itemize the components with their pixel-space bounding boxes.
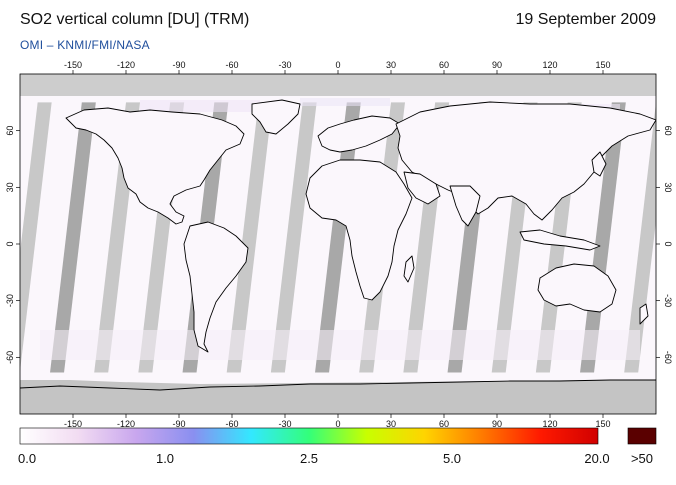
lon-label-top: -60 [225,60,238,70]
lon-label-bottom: 90 [492,419,502,429]
australia [537,263,617,313]
data-credit: OMI – KNMI/FMI/NASA [20,38,150,52]
europe [317,115,401,153]
lon-label-top: 30 [386,60,396,70]
colorbar-over-label: >50 [630,451,654,466]
colorbar [19,427,599,445]
lon-label-bottom: 150 [595,419,610,429]
africa [305,159,413,301]
colorbar-over-box [627,427,657,445]
lon-label-top: -90 [172,60,185,70]
colorbar-label: 0.0 [18,451,37,466]
lon-label-top: 0 [335,60,340,70]
colorbar-label: 20.0 [584,451,610,466]
lon-label-bottom: -60 [225,419,238,429]
map-content [20,74,656,414]
lon-label-bottom: 0 [335,419,340,429]
antarctica [20,379,656,391]
lon-label-bottom: 60 [439,419,449,429]
lon-label-bottom: 120 [542,419,557,429]
lat-label-left: 60 [5,126,15,136]
lat-label-left: 0 [5,241,15,246]
lon-label-top: -120 [117,60,135,70]
map-axis-ticks: -150 -150 -120 -120 -90 -90 -60 -60 -30 -30 0 0 30 30… [5,60,673,429]
lat-label-right: -30 [663,294,673,307]
lon-label-top: 90 [492,60,502,70]
orbit-gap-stripe [270,102,317,373]
lon-label-top: 120 [542,60,557,70]
lat-label-left: -60 [5,351,15,364]
colorbar-label: 2.5 [299,451,319,466]
lat-label-right: 60 [663,126,673,136]
lon-label-top: -150 [64,60,82,70]
orbit-gap-stripe [50,102,96,373]
orbit-gap-stripe [624,102,656,373]
arabian-peninsula [403,171,441,205]
lat-label-right: -60 [663,351,673,364]
lat-label-left: 30 [5,182,15,192]
lon-label-top: 150 [595,60,610,70]
greenland [251,99,301,135]
colorbar-label: 5.0 [442,451,462,466]
lat-label-right: 30 [663,182,673,192]
colorbar-label: 1.0 [155,451,175,466]
madagascar [403,255,415,283]
lon-label-top: 60 [439,60,449,70]
south-america [183,221,249,353]
antarctic-no-data [20,380,656,414]
map-title: SO2 vertical column [DU] (TRM) [20,11,250,28]
lon-label-bottom: -90 [172,419,185,429]
indian-subcontinent [449,185,481,227]
north-america [65,107,245,225]
japan [591,151,607,177]
map-date: 19 September 2009 [515,11,656,28]
orbit-gap-stripe [20,102,52,372]
arctic-no-data [20,74,656,96]
lon-label-bottom: -150 [64,419,82,429]
lon-label-bottom: -120 [117,419,135,429]
lat-label-right: 0 [663,241,673,246]
coastlines [20,99,656,391]
lat-label-left: -30 [5,294,15,307]
lon-label-bottom: 30 [386,419,396,429]
southeast-asia-islands [519,229,601,251]
lon-label-top: -30 [278,60,291,70]
orbit-gap-stripe [226,102,273,373]
new-zealand [639,303,649,325]
lon-label-bottom: -30 [278,419,291,429]
